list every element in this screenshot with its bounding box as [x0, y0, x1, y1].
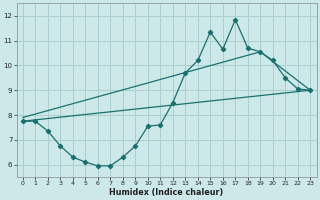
X-axis label: Humidex (Indice chaleur): Humidex (Indice chaleur) — [109, 188, 224, 197]
